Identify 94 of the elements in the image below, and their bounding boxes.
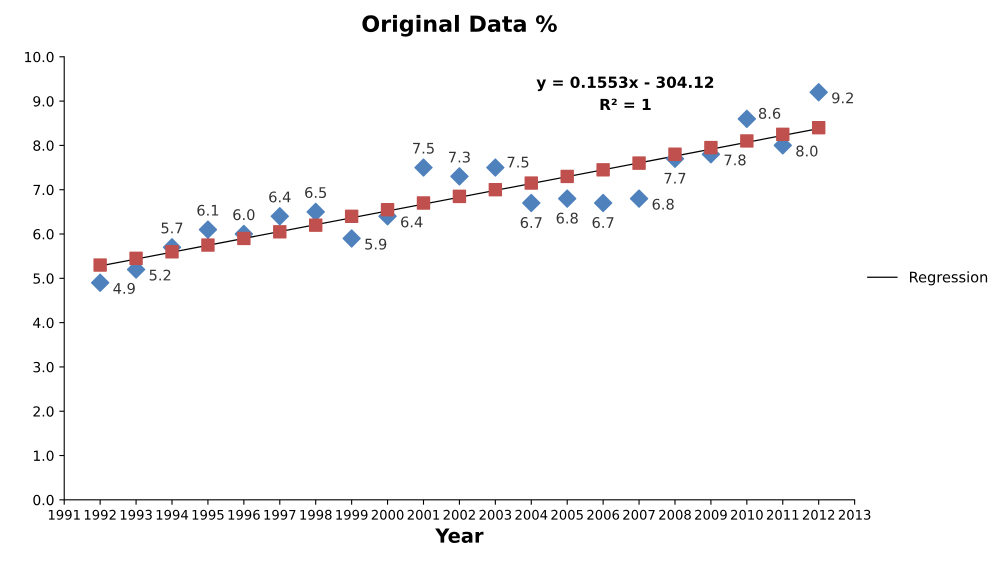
data-label: 6.7 (520, 217, 542, 228)
x-tick-label: 1998 (300, 510, 332, 520)
data-label: 7.5 (413, 142, 434, 154)
data-label: 5.9 (365, 238, 386, 250)
point (201, 238, 215, 252)
point (450, 167, 469, 186)
point (488, 183, 502, 196)
point (129, 252, 143, 266)
x-tick-label: 2000 (372, 510, 404, 520)
point (344, 210, 358, 224)
data-label: 7.5 (508, 156, 528, 168)
x-tick-label: 2013 (838, 510, 870, 520)
x-tick-label: 2005 (551, 510, 583, 520)
chart-title: Original Data % (362, 14, 557, 37)
data-label: 6.7 (592, 217, 614, 228)
x-tick-label: 2007 (623, 510, 655, 520)
point (560, 170, 574, 184)
y-tick-label: 9.0 (33, 96, 54, 107)
point (380, 202, 394, 216)
x-tick-label: 2011 (766, 510, 798, 520)
data-label: 6.4 (269, 191, 291, 202)
x-tick-label: 1999 (336, 510, 368, 520)
point (738, 110, 756, 128)
x-tick-label: 1996 (228, 510, 260, 520)
point (558, 189, 576, 208)
x-tick-label: 2008 (659, 510, 691, 520)
x-tick-label: 1997 (264, 510, 296, 520)
point (632, 156, 646, 170)
data-label: 5.7 (162, 222, 182, 234)
point (630, 189, 648, 208)
point (165, 245, 179, 258)
x-tick-label: 2002 (444, 510, 475, 520)
data-label: 6.1 (197, 204, 218, 216)
point (414, 158, 433, 177)
point (486, 158, 505, 177)
x-tick-label: 1993 (120, 510, 152, 520)
data-label: 6.8 (556, 212, 578, 224)
point (740, 134, 754, 148)
data-label: 6.8 (652, 198, 674, 210)
x-tick-label: 2004 (515, 510, 548, 520)
x-tick-label: 2012 (802, 510, 834, 520)
x-tick-label: 2003 (480, 510, 512, 520)
data-label: 7.3 (449, 152, 470, 163)
x-tick-label: 1992 (84, 510, 116, 520)
y-tick-label: 10.0 (25, 52, 54, 62)
point (596, 163, 610, 176)
y-tick-label: 3.0 (33, 362, 54, 372)
point (198, 220, 218, 239)
point (273, 225, 286, 239)
annotation: y = 0.1553x - 304.12 (536, 76, 714, 92)
data-label: 5.2 (150, 270, 170, 281)
point (270, 207, 289, 226)
point (90, 274, 110, 292)
point (809, 83, 828, 102)
y-tick-label: 8.0 (33, 140, 54, 151)
point (812, 120, 826, 134)
data-label: 8.0 (796, 146, 818, 157)
point (522, 194, 540, 212)
point (452, 190, 466, 204)
y-tick-label: 5.0 (33, 273, 54, 284)
point (93, 258, 107, 272)
x-tick-label: 1994 (156, 510, 188, 520)
x-tick-label: 2006 (587, 510, 620, 520)
x-axis-title: Year (435, 528, 484, 543)
x-tick-label: 2010 (731, 510, 763, 520)
point (704, 140, 718, 154)
x-tick-label: 2009 (695, 510, 727, 520)
y-tick-label: 1.0 (34, 450, 54, 462)
point (237, 232, 251, 246)
data-label: 7.8 (724, 154, 746, 166)
legend-label: Regression (910, 271, 988, 286)
x-tick-label: 1995 (192, 510, 224, 520)
data-label: 7.7 (664, 172, 686, 184)
point (416, 196, 430, 210)
point (668, 148, 682, 161)
x-tick-label: 2001 (408, 510, 440, 520)
data-label: 6.5 (305, 187, 326, 198)
data-label: 8.6 (758, 108, 780, 119)
data-label: 6.0 (233, 209, 254, 220)
y-tick-label: 4.0 (33, 318, 54, 328)
point (776, 128, 790, 142)
x-tick-label: 1991 (48, 510, 80, 520)
annotation: R² = 1 (600, 98, 651, 110)
y-tick-label: 6.0 (33, 228, 54, 240)
point (594, 194, 612, 212)
y-tick-label: 2.0 (33, 406, 54, 417)
data-label: 4.9 (113, 282, 135, 294)
y-tick-label: 0.0 (33, 494, 54, 506)
point (309, 218, 322, 232)
point (342, 229, 361, 248)
data-label: 6.4 (401, 216, 422, 228)
data-label: 9.2 (832, 92, 853, 104)
point (524, 176, 538, 190)
y-tick-label: 7.0 (34, 184, 54, 196)
